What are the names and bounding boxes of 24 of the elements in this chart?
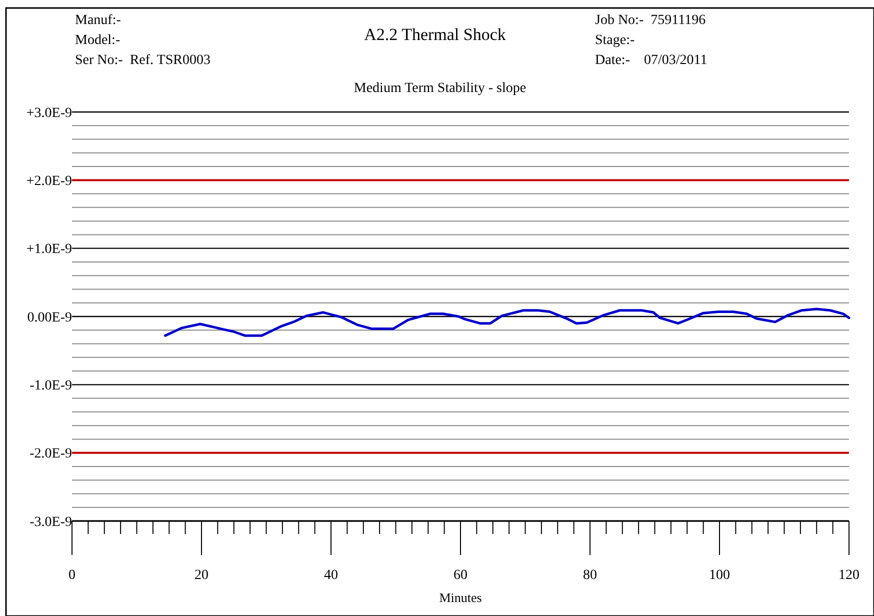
y-tick-label: 0.00E-9	[27, 310, 72, 326]
text: Ser No:- Ref. TSR0003	[75, 53, 210, 68]
y-tick-label: +2.0E-9	[26, 174, 72, 190]
text: Date:- 07/03/2011	[595, 53, 708, 68]
y-tick-label: +1.0E-9	[26, 242, 72, 258]
x-tick-label: 60	[454, 568, 468, 583]
x-tick-label: 100	[709, 568, 730, 583]
y-tick-label: +3.0E-9	[26, 106, 72, 121]
y-tick-label: -1.0E-9	[30, 378, 72, 394]
line-series	[164, 308, 850, 337]
x-axis-title: Minutes	[439, 590, 482, 605]
x-tick-label: 20	[194, 568, 208, 583]
y-tick-label: -2.0E-9	[30, 446, 72, 462]
x-tick-label: 0	[68, 568, 76, 583]
text: Manuf:-	[75, 13, 122, 28]
x-tick-label: 80	[583, 568, 597, 583]
text: Job No:- 75911196	[595, 13, 706, 28]
text: Stage:-	[595, 33, 635, 48]
chart-subtitle: Medium Term Stability - slope	[354, 81, 526, 96]
chart-title: A2.2 Thermal Shock	[364, 25, 506, 44]
text: Model:-	[75, 33, 120, 48]
x-tick-label: 40	[324, 568, 338, 583]
y-tick-label: -3.0E-9	[30, 514, 72, 530]
x-tick-label: 120	[838, 568, 860, 583]
